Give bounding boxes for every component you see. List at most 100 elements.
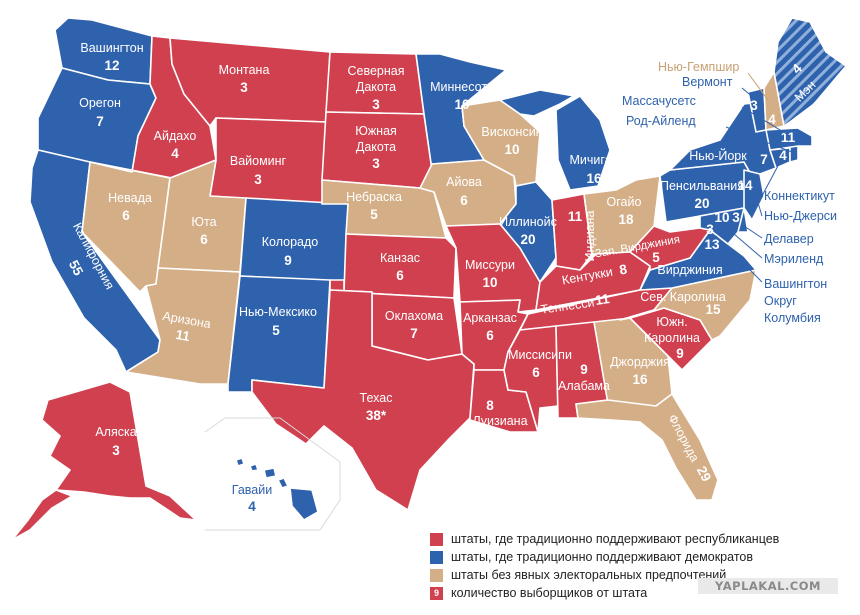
label-votes-co: 9 bbox=[284, 253, 292, 268]
callout-ma: Массачусетс bbox=[622, 94, 696, 108]
label-votes-ks: 6 bbox=[396, 268, 404, 283]
label-votes-ct: 7 bbox=[760, 152, 768, 167]
label-name-id: Айдахо bbox=[154, 129, 197, 143]
label-votes-nc: 15 bbox=[705, 302, 721, 317]
leader-ct bbox=[761, 161, 781, 197]
label-name-hi: Гавайи bbox=[232, 483, 272, 497]
callout-nh: Нью-Гемпшир bbox=[658, 60, 739, 74]
label-name-ut: Юта bbox=[191, 215, 216, 229]
label-votes-nh: 4 bbox=[768, 112, 776, 127]
state-massachusetts bbox=[765, 127, 813, 151]
label-name-mn: Миннесота bbox=[430, 80, 494, 94]
label-votes-va: 13 bbox=[704, 237, 720, 252]
label-votes-de: 3 bbox=[732, 210, 740, 225]
label-votes-mi: 16 bbox=[586, 171, 602, 186]
state-maine bbox=[773, 17, 847, 127]
label-name-or: Орегон bbox=[79, 96, 121, 110]
label-name-ar: Арканзас bbox=[463, 311, 517, 325]
callout-nj: Нью-Джерси bbox=[764, 209, 837, 223]
label-name-wi: Висконсин bbox=[481, 125, 542, 139]
label-name-nc: Сев. Каролина bbox=[640, 290, 726, 304]
legend-swatch bbox=[430, 568, 443, 582]
label-votes-wi: 10 bbox=[504, 142, 519, 157]
label-votes-ma: 11 bbox=[781, 130, 796, 145]
callout-dc-2: Округ bbox=[764, 294, 797, 308]
label-votes-md: 10 bbox=[714, 210, 729, 225]
callout-de: Делавер bbox=[764, 232, 814, 246]
label-votes-nd: 3 bbox=[372, 97, 380, 112]
label-votes-ri: 4 bbox=[779, 148, 787, 163]
label-votes-ok: 7 bbox=[410, 326, 418, 341]
state-rhode-island bbox=[789, 145, 799, 163]
label-name-sc-1: Южн. bbox=[656, 315, 687, 329]
label-name-al: Алабама bbox=[558, 379, 610, 393]
label-votes-dc: 3 bbox=[706, 222, 714, 237]
label-name-nm: Нью-Мексико bbox=[239, 305, 317, 319]
state-michigan bbox=[555, 95, 611, 191]
legend-label: штаты, где традиционно поддерживают респ… bbox=[451, 532, 780, 546]
label-name-va: Вирджиния bbox=[657, 263, 722, 277]
leader-nj bbox=[755, 195, 763, 217]
legend: штаты, где традиционно поддерживают респ… bbox=[430, 530, 779, 602]
label-votes-ky: 8 bbox=[618, 261, 628, 277]
callout-ct: Коннектикут bbox=[764, 189, 835, 203]
label-votes-hi: 4 bbox=[248, 499, 256, 514]
label-name-nv: Невада bbox=[108, 191, 152, 205]
label-name-ok: Оклахома bbox=[385, 309, 443, 323]
label-votes-al: 9 bbox=[580, 362, 588, 377]
state-michigan-upper bbox=[499, 89, 575, 117]
callout-vt: Вермонт bbox=[682, 75, 733, 89]
label-name-ga: Джорджия bbox=[610, 355, 670, 369]
label-votes-pa: 20 bbox=[694, 196, 709, 211]
label-name-mt: Монтана bbox=[219, 63, 270, 77]
label-votes-ar: 6 bbox=[486, 328, 494, 343]
label-votes-ne: 5 bbox=[370, 207, 378, 222]
state-alaska-peninsula bbox=[11, 489, 73, 541]
state-north-carolina bbox=[619, 269, 757, 341]
state-hawaii bbox=[235, 457, 319, 521]
label-votes-ms: 6 bbox=[532, 365, 540, 380]
hawaii-inset-border bbox=[204, 417, 341, 531]
state-new-jersey bbox=[743, 169, 765, 221]
label-votes-il: 20 bbox=[520, 232, 535, 247]
label-votes-in: 11 bbox=[568, 209, 583, 224]
label-votes-tx: 38* bbox=[366, 408, 387, 423]
label-votes-nv: 6 bbox=[122, 208, 130, 223]
label-name-il: Иллинойс bbox=[499, 215, 557, 229]
label-name-wy: Вайоминг bbox=[230, 154, 287, 168]
state-maryland bbox=[699, 207, 745, 245]
legend-item: штаты без явных электоральных предпочтен… bbox=[430, 566, 779, 584]
legend-item: штаты, где традиционно поддерживают демо… bbox=[430, 548, 779, 566]
legend-item: штаты, где традиционно поддерживают респ… bbox=[430, 530, 779, 548]
legend-item: 9 количество выборщиков от штата bbox=[430, 584, 779, 602]
leader-vt bbox=[741, 87, 755, 99]
label-name-ia: Айова bbox=[446, 175, 482, 189]
label-votes-tn: 11 bbox=[594, 291, 611, 308]
label-votes-nj: 14 bbox=[737, 178, 753, 193]
label-votes-ak: 3 bbox=[112, 443, 120, 458]
label-name-co: Колорадо bbox=[262, 235, 319, 249]
label-votes-la: 8 bbox=[486, 398, 494, 413]
callout-dc-3: Колумбия bbox=[764, 311, 821, 325]
callout-dc-1: Вашингтон bbox=[764, 277, 827, 291]
label-votes-oh: 18 bbox=[618, 212, 634, 227]
label-name-in: Индиана bbox=[583, 210, 597, 261]
label-name-oh: Огайо bbox=[607, 195, 642, 209]
label-votes-ia: 6 bbox=[460, 193, 468, 208]
legend-swatch bbox=[430, 550, 443, 564]
label-votes-mo: 10 bbox=[482, 275, 497, 290]
label-votes-ga: 16 bbox=[632, 372, 648, 387]
callout-md: Мэриленд bbox=[764, 252, 824, 266]
label-votes-ca: 55 bbox=[66, 258, 87, 279]
label-votes-ny: 29 bbox=[706, 128, 721, 143]
label-name-ms: Миссисипи bbox=[508, 348, 572, 362]
label-votes-sd: 3 bbox=[372, 156, 380, 171]
state-arizona bbox=[125, 267, 241, 385]
label-name-mi: Мичиган bbox=[569, 153, 618, 167]
callout-ri: Род-Айленд bbox=[626, 114, 696, 128]
label-name-ak: Аляска bbox=[95, 425, 136, 439]
leader-ma bbox=[741, 106, 791, 137]
label-votes-wv: 5 bbox=[652, 250, 660, 265]
label-votes-wa: 12 bbox=[104, 58, 119, 73]
label-name-sd-2: Дакота bbox=[356, 140, 396, 154]
